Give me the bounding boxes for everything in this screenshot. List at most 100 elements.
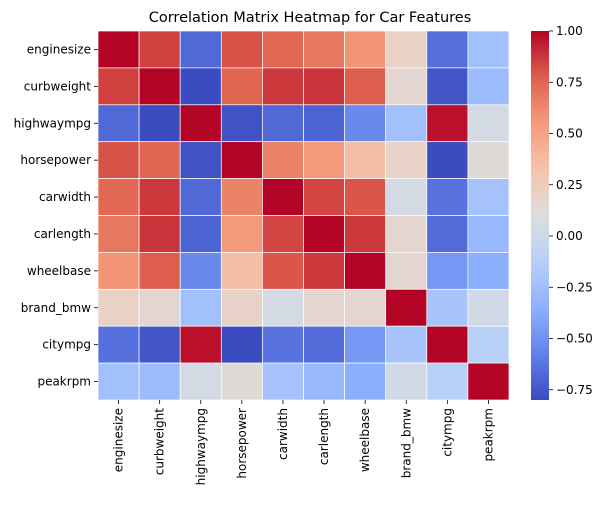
heatmap-cell-carwidth-carwidth <box>262 178 304 216</box>
colorbar: 1.00 0.75 0.50 0.25 0.00 −0.25 −0.50 −0.75 <box>531 24 593 400</box>
row-label-carlength: carlength <box>34 227 91 241</box>
heatmap-cell-wheelbase-brand-bmw <box>385 252 428 290</box>
heatmap-cell-highwaympg-carwidth <box>262 104 304 143</box>
heatmap-cell-carwidth-horsepower <box>220 178 263 216</box>
heatmap-cell-carwidth-brand-bmw <box>385 178 428 216</box>
heatmap-cell-carwidth-carlength <box>303 178 345 216</box>
heatmap-cell-citympg-carwidth <box>262 325 304 364</box>
heatmap-cell-horsepower-peakrpm <box>467 141 510 179</box>
heatmap-cell-highwaympg-highwaympg <box>179 104 222 143</box>
heatmap-cell-highwaympg-enginesize <box>97 104 140 143</box>
heatmap-cell-curbweight-citympg <box>426 67 469 106</box>
row-label-enginesize: enginesize <box>27 42 91 56</box>
heatmap-cell-citympg-curbweight <box>138 325 181 364</box>
row-label-highwaympg: highwaympg <box>14 116 91 130</box>
heatmap-cell-brand-bmw-brand-bmw <box>385 288 428 327</box>
colorbar-tick-label: 0.25 <box>556 178 583 192</box>
column-label-carlength: carlength <box>317 408 331 465</box>
heatmap-cell-citympg-carlength <box>303 325 345 364</box>
heatmap-cell-peakrpm-horsepower <box>220 362 263 401</box>
heatmap-cell-wheelbase-citympg <box>426 252 469 290</box>
column-label-horsepower: horsepower <box>235 408 249 479</box>
column-label-enginesize: enginesize <box>112 408 126 472</box>
heatmap-cell-wheelbase-peakrpm <box>467 252 510 290</box>
heatmap-cell-brand-bmw-enginesize <box>97 288 140 327</box>
heatmap-cell-brand-bmw-carwidth <box>262 288 304 327</box>
heatmap-cell-curbweight-enginesize <box>97 67 140 106</box>
heatmap-cell-citympg-highwaympg <box>179 325 222 364</box>
heatmap-cell-curbweight-carwidth <box>262 67 304 106</box>
column-label-carwidth: carwidth <box>276 408 290 460</box>
heatmap-cell-citympg-peakrpm <box>467 325 510 364</box>
heatmap-cell-enginesize-highwaympg <box>179 30 222 69</box>
heatmap-cell-horsepower-enginesize <box>97 141 140 179</box>
heatmap-cell-curbweight-peakrpm <box>467 67 510 106</box>
heatmap-cell-citympg-enginesize <box>97 325 140 364</box>
column-labels: enginesize curbweight highwaympg horsepower… <box>112 400 495 485</box>
colorbar-tick-label: −0.50 <box>556 332 593 346</box>
colorbar-tick-label: −0.75 <box>556 383 593 397</box>
heatmap-cell-curbweight-curbweight <box>138 67 181 106</box>
heatmap-cell-peakrpm-carwidth <box>262 362 304 401</box>
chart-title: Correlation Matrix Heatmap for Car Featu… <box>149 10 472 26</box>
colorbar-tick-label: 0.00 <box>556 229 583 243</box>
colorbar-tick-label: 0.50 <box>556 127 583 141</box>
colorbar-tick-label: −0.25 <box>556 280 593 294</box>
colorbar-gradient <box>531 31 549 400</box>
heatmap-cell-wheelbase-carlength <box>303 252 345 290</box>
heatmap-cell-peakrpm-enginesize <box>97 362 140 401</box>
heatmap-cell-curbweight-horsepower <box>220 67 263 106</box>
column-label-brand-bmw: brand_bmw <box>399 408 413 478</box>
heatmap-cell-highwaympg-brand-bmw <box>385 104 428 143</box>
heatmap-cell-enginesize-brand-bmw <box>385 30 428 69</box>
heatmap-cell-horsepower-brand-bmw <box>385 141 428 179</box>
heatmap-cell-enginesize-peakrpm <box>467 30 510 69</box>
heatmap-cell-highwaympg-peakrpm <box>467 104 510 143</box>
heatmap-cell-curbweight-wheelbase <box>344 67 387 106</box>
heatmap-cell-citympg-brand-bmw <box>385 325 428 364</box>
heatmap-cell-enginesize-enginesize <box>97 30 140 69</box>
heatmap-cell-peakrpm-peakrpm <box>467 362 510 401</box>
heatmap-cell-carwidth-enginesize <box>97 178 140 216</box>
heatmap-cell-wheelbase-enginesize <box>97 252 140 290</box>
heatmap-cell-enginesize-wheelbase <box>344 30 387 69</box>
heatmap-cell-brand-bmw-peakrpm <box>467 288 510 327</box>
heatmap-cell-carlength-brand-bmw <box>385 215 428 253</box>
heatmap-cell-citympg-wheelbase <box>344 325 387 364</box>
heatmap-cell-brand-bmw-carlength <box>303 288 345 327</box>
row-labels: enginesize curbweight highwaympg horsepower… <box>14 42 98 389</box>
heatmap-cell-enginesize-horsepower <box>220 30 263 69</box>
heatmap-cell-wheelbase-curbweight <box>138 252 181 290</box>
heatmap-cell-highwaympg-carlength <box>303 104 345 143</box>
heatmap-cell-carwidth-curbweight <box>138 178 181 216</box>
heatmap-cell-peakrpm-wheelbase <box>344 362 387 401</box>
heatmap-cell-brand-bmw-wheelbase <box>344 288 387 327</box>
column-label-peakrpm: peakrpm <box>481 408 495 462</box>
heatmap-cell-carlength-curbweight <box>138 215 181 253</box>
column-label-citympg: citympg <box>440 408 454 457</box>
colorbar-tick-label: 1.00 <box>556 24 583 38</box>
row-label-curbweight: curbweight <box>24 79 92 93</box>
heatmap-cell-carwidth-citympg <box>426 178 469 216</box>
heatmap-cell-horsepower-carwidth <box>262 141 304 179</box>
heatmap-cell-carlength-carlength <box>303 215 345 253</box>
heatmap-cell-peakrpm-curbweight <box>138 362 181 401</box>
colorbar-tick-label: 0.75 <box>556 75 583 89</box>
heatmap-cell-carwidth-wheelbase <box>344 178 387 216</box>
heatmap-cell-horsepower-highwaympg <box>179 141 222 179</box>
row-label-citympg: citympg <box>42 338 91 352</box>
heatmap-cell-highwaympg-citympg <box>426 104 469 143</box>
heatmap-cell-carlength-peakrpm <box>467 215 510 253</box>
heatmap-cell-carwidth-highwaympg <box>179 178 222 216</box>
heatmap-cell-carlength-highwaympg <box>179 215 222 253</box>
heatmap-cell-horsepower-horsepower <box>220 141 263 179</box>
column-label-wheelbase: wheelbase <box>358 408 372 472</box>
heatmap-cell-citympg-horsepower <box>220 325 263 364</box>
heatmap-cell-carlength-wheelbase <box>344 215 387 253</box>
heatmap-cell-citympg-citympg <box>426 325 469 364</box>
heatmap-cell-highwaympg-curbweight <box>138 104 181 143</box>
heatmap-cell-brand-bmw-citympg <box>426 288 469 327</box>
row-label-wheelbase: wheelbase <box>27 264 91 278</box>
heatmap-cell-carlength-carwidth <box>262 215 304 253</box>
heatmap-cell-peakrpm-carlength <box>303 362 345 401</box>
